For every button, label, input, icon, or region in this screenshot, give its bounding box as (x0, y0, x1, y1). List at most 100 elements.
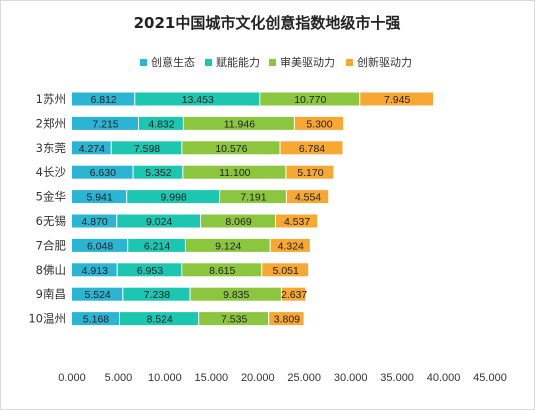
category-label-4: 5金华 (36, 190, 66, 204)
value-label-8-0: 5.524 (85, 289, 111, 301)
value-label-7-1: 6.953 (137, 265, 163, 277)
value-label-8-2: 9.835 (223, 289, 249, 301)
legend: 创意生态 赋能能力 审美驱动力 创新驱动力 (140, 55, 412, 69)
category-label-3: 4长沙 (36, 165, 67, 179)
category-label-8: 9南昌 (36, 287, 66, 301)
bar-9-3 (269, 312, 304, 326)
value-label-9-2: 7.535 (221, 314, 247, 326)
legend-swatch-0 (140, 59, 147, 66)
category-label-1: 2郑州 (36, 116, 66, 130)
category-label-7: 8佛山 (36, 263, 66, 277)
x-tick-label-4: 20.000 (241, 372, 275, 384)
value-label-5-1: 9.024 (146, 216, 172, 228)
bar-4-2 (220, 190, 286, 204)
x-tick-label-0: 0.000 (58, 372, 86, 384)
bar-0-1 (135, 92, 260, 106)
value-label-2-0: 4.274 (79, 143, 105, 155)
bar-4-3 (286, 190, 329, 204)
value-labels: 6.812 13.453 10.770 7.945 7.215 4.832 11.946 5.… (79, 94, 411, 326)
bar-1-1 (139, 116, 183, 130)
bar-2-2 (182, 141, 280, 155)
legend-swatch-3 (346, 59, 353, 66)
bar-6-0 (72, 238, 128, 252)
value-label-9-3: 3.809 (274, 314, 300, 326)
bar-0-0 (72, 92, 135, 106)
value-label-3-3: 5.170 (297, 167, 323, 179)
x-tick-label-5: 25.000 (287, 372, 321, 384)
category-label-2: 3东莞 (36, 141, 66, 155)
value-label-5-2: 8.069 (225, 216, 251, 228)
value-label-2-3: 6.784 (299, 143, 325, 155)
value-label-0-2: 10.770 (294, 94, 326, 106)
category-label-6: 7合肥 (36, 238, 67, 252)
bar-4-1 (127, 190, 220, 204)
bar-1-3 (294, 116, 344, 130)
value-label-8-1: 7.238 (144, 289, 170, 301)
value-label-5-0: 4.870 (81, 216, 107, 228)
bar-8-0 (72, 287, 123, 301)
bar-9-0 (72, 312, 120, 326)
bar-6-3 (270, 238, 310, 252)
bar-7-3 (262, 263, 309, 277)
bar-7-1 (117, 263, 182, 277)
category-label-9: 10温州 (28, 312, 66, 326)
value-label-0-0: 6.812 (90, 94, 116, 106)
value-label-7-0: 4.913 (82, 265, 108, 277)
bar-2-1 (111, 141, 182, 155)
bar-2-0 (72, 141, 111, 155)
bar-5-0 (72, 214, 117, 228)
legend-label-1: 赋能能力 (216, 55, 260, 69)
x-tick-label-9: 45.000 (473, 372, 507, 384)
bar-1-0 (72, 116, 139, 130)
value-label-7-3: 5.051 (273, 265, 299, 277)
bar-7-2 (182, 263, 262, 277)
category-labels: 1苏州 2郑州 3东莞 4长沙 5金华 6无锡 7合肥 8佛山 9南昌 10温州 (28, 92, 66, 326)
value-label-1-0: 7.215 (92, 118, 118, 130)
x-tick-label-8: 40.000 (427, 372, 461, 384)
legend-swatch-1 (205, 59, 212, 66)
category-label-5: 6无锡 (36, 214, 66, 228)
value-label-9-0: 5.168 (83, 314, 109, 326)
bars (72, 92, 434, 326)
value-label-1-1: 4.832 (148, 118, 174, 130)
value-label-6-3: 4.324 (278, 240, 304, 252)
value-label-1-2: 11.946 (224, 118, 255, 130)
x-tick-label-3: 15.000 (195, 372, 229, 384)
legend-label-0: 创意生态 (151, 55, 195, 69)
x-tick-label-2: 10.000 (148, 372, 182, 384)
bar-9-1 (120, 312, 199, 326)
bar-5-3 (276, 214, 318, 228)
x-axis-ticks: 0.000 5.000 10.000 15.000 20.000 25.000 30.000… (58, 372, 507, 384)
value-label-4-2: 7.191 (240, 192, 266, 204)
legend-label-3: 创新驱动力 (357, 55, 412, 69)
value-label-7-2: 8.615 (209, 265, 235, 277)
bar-4-0 (72, 190, 127, 204)
bar-3-3 (286, 165, 334, 179)
bar-9-2 (199, 312, 269, 326)
value-label-6-2: 9.124 (215, 240, 241, 252)
value-label-0-1: 13.453 (182, 94, 214, 106)
value-label-3-1: 5.352 (145, 167, 171, 179)
bar-0-2 (260, 92, 360, 106)
bar-3-0 (72, 165, 133, 179)
value-label-3-0: 6.630 (90, 167, 116, 179)
value-label-5-3: 4.537 (284, 216, 310, 228)
bar-5-2 (201, 214, 276, 228)
value-label-6-1: 6.214 (144, 240, 170, 252)
value-label-6-0: 6.048 (87, 240, 113, 252)
bar-8-1 (123, 287, 190, 301)
legend-swatch-2 (269, 59, 276, 66)
bar-6-1 (128, 238, 185, 252)
bar-8-2 (190, 287, 281, 301)
category-label-0: 1苏州 (36, 92, 66, 106)
value-label-4-1: 9.998 (160, 192, 186, 204)
value-label-4-0: 5.941 (86, 192, 112, 204)
value-label-4-3: 4.554 (295, 192, 321, 204)
value-label-1-3: 5.300 (306, 118, 332, 130)
bar-3-2 (183, 165, 286, 179)
bar-8-3 (281, 287, 306, 301)
bar-3-1 (133, 165, 183, 179)
value-label-9-1: 8.524 (146, 314, 172, 326)
